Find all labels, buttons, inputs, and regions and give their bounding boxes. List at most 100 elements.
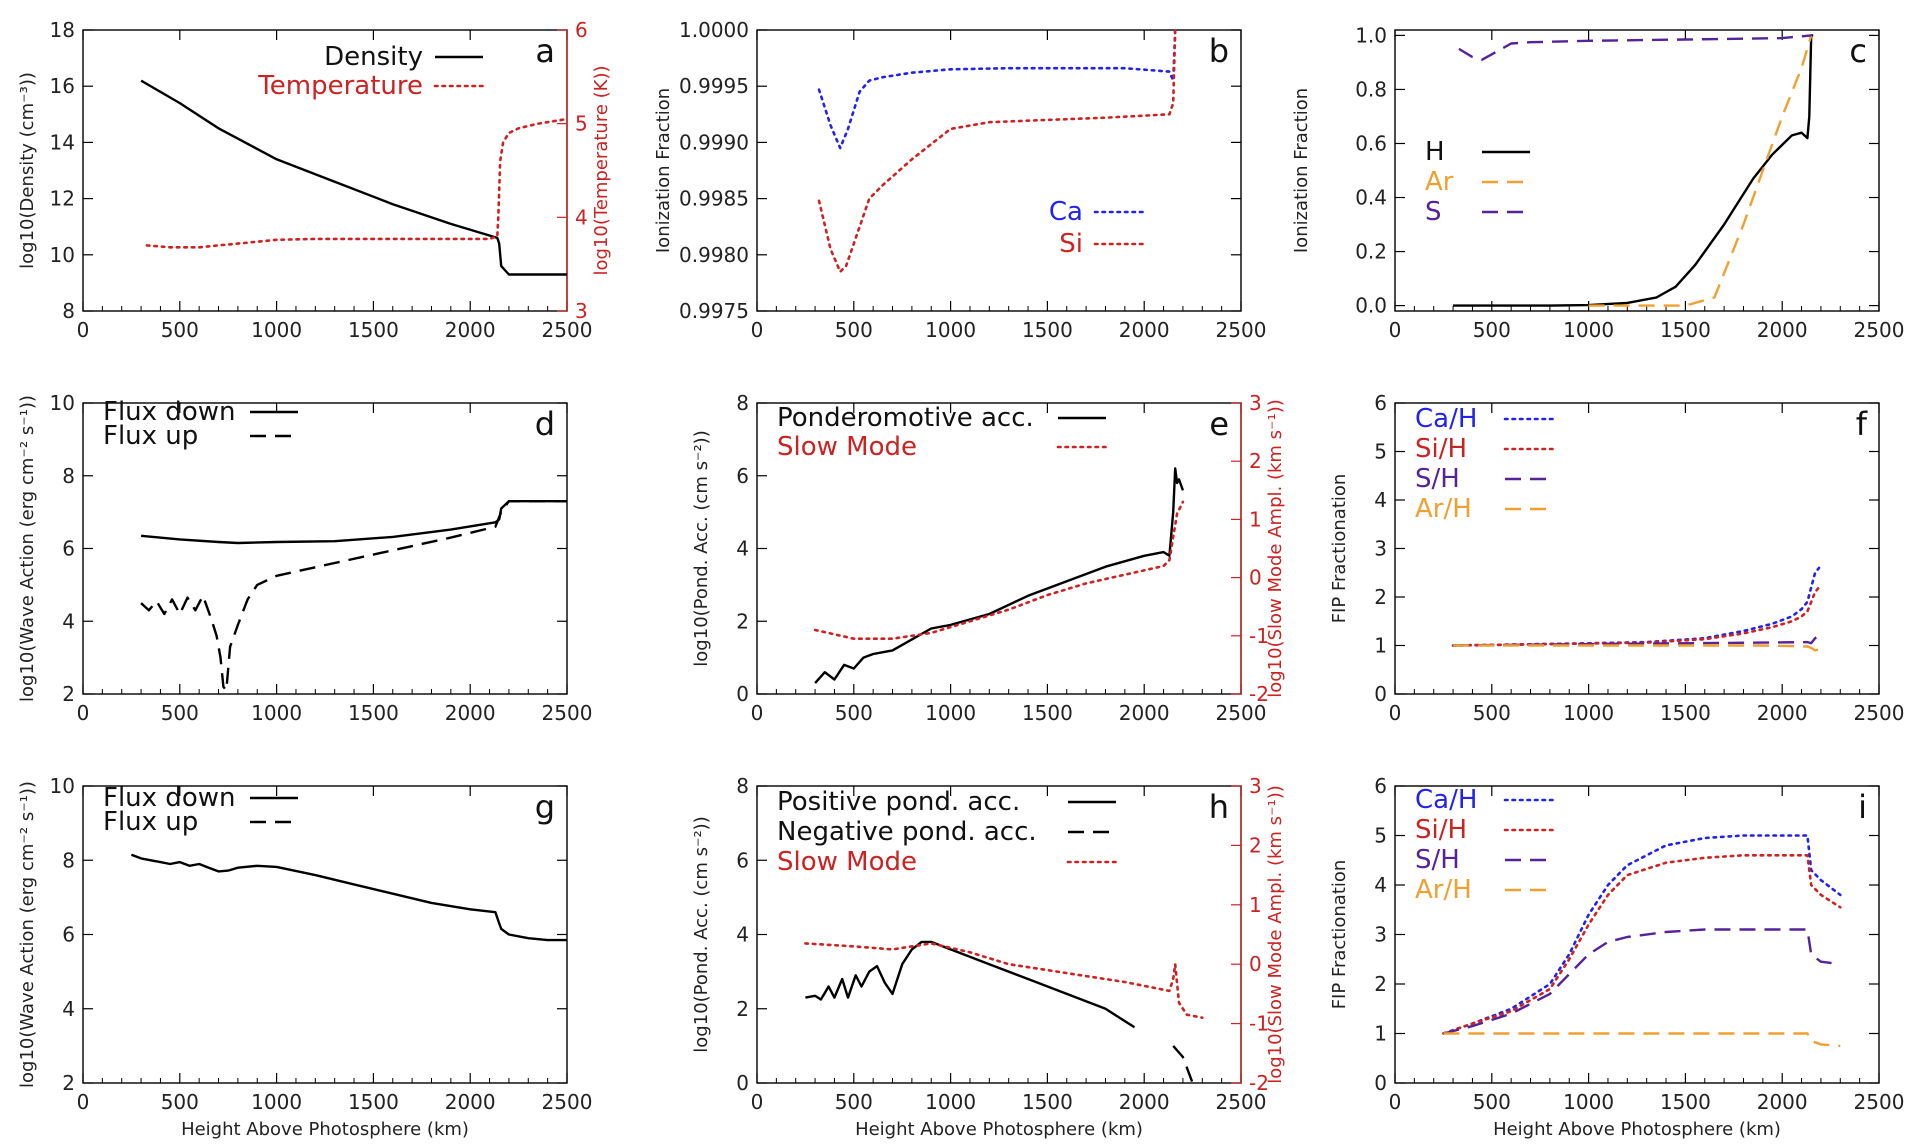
y-tick-label: 10: [50, 391, 75, 415]
y-axis-label: log10(Density (cm⁻³)): [17, 72, 38, 269]
x-tick-label: 1000: [251, 318, 302, 342]
series-line-ar: [1588, 35, 1813, 307]
y-tick-label: 6: [62, 923, 75, 947]
legend-label: Density: [324, 42, 423, 72]
series-line-flux-up: [140, 500, 567, 692]
series-line-temperature: [145, 117, 567, 249]
x-tick-label: 2500: [542, 1090, 593, 1114]
legend-label: Slow Mode: [777, 847, 917, 877]
x-tick-label: 1000: [925, 318, 976, 342]
x-tick-label: 0: [77, 701, 90, 725]
y-right-tick-label: 6: [575, 18, 588, 42]
y-tick-label: 4: [62, 609, 75, 633]
series-line-ar-h: [1453, 644, 1820, 652]
y-tick-label: 0.9980: [679, 243, 749, 267]
legend-label: Flux up: [103, 421, 198, 451]
panel-d: 0 500 1000 1500 2000 2500 2 4 6 8 10 log10(Wave Act…: [17, 391, 592, 725]
y-tick-label: 2: [62, 1071, 75, 1095]
x-tick-label: 1000: [1563, 1090, 1614, 1114]
y-tick-label: 5: [1374, 824, 1387, 848]
y-tick-label: 6: [736, 848, 749, 872]
y-tick-label: 4: [736, 923, 749, 947]
series-line-positive-pond-acc-: [805, 940, 1136, 1029]
y-tick-label: 4: [1374, 488, 1387, 512]
y-tick-label: 8: [62, 464, 75, 488]
y-tick-label: 5: [1374, 440, 1387, 464]
series-line-s-h: [1453, 634, 1820, 647]
panel-g: 0 500 1000 1500 2000 2500 2 4 6 8 10 log10(Wave Act…: [17, 774, 592, 1140]
series-line-ca-h: [1442, 834, 1842, 1035]
x-tick-label: 1000: [925, 701, 976, 725]
panel-b: 0 500 1000 1500 2000 2500 0.9975 0.9980 0.9985 0.…: [653, 18, 1266, 342]
series-line-si-h: [1451, 586, 1821, 647]
y-tick-label: 18: [50, 18, 75, 42]
x-tick-label: 2000: [445, 318, 496, 342]
x-tick-label: 500: [161, 318, 199, 342]
legend-label: Flux down: [103, 397, 235, 427]
legend-label: S: [1425, 197, 1442, 227]
y-right-tick-label: 1: [1249, 507, 1262, 531]
y-tick-label: 12: [50, 187, 75, 211]
x-tick-label: 500: [1473, 1090, 1511, 1114]
x-tick-label: 1000: [925, 1090, 976, 1114]
x-tick-label: 500: [835, 318, 873, 342]
legend-label: Ar/H: [1415, 875, 1472, 905]
series-line-slow-mode: [813, 500, 1185, 640]
y-tick-label: 0.4: [1355, 186, 1387, 210]
y-right-tick-label: 1: [1249, 893, 1262, 917]
legend-label: Ca/H: [1415, 404, 1477, 434]
x-tick-label: 1500: [348, 318, 399, 342]
series-line-flux-down: [140, 500, 567, 545]
y-right-tick-label: 3: [575, 299, 588, 323]
y-tick-label: 0.9990: [679, 130, 749, 154]
legend-label: Flux down: [103, 783, 235, 813]
x-tick-label: 2000: [445, 1090, 496, 1114]
x-tick-label: 2500: [1854, 701, 1905, 725]
y-tick-label: 0: [1374, 682, 1387, 706]
legend-label: Positive pond. acc.: [777, 787, 1020, 817]
legend-label: Ar: [1425, 167, 1454, 197]
y-tick-label: 6: [736, 464, 749, 488]
x-tick-label: 1500: [1022, 701, 1073, 725]
plot-frame: [1394, 29, 1880, 312]
panel-label: h: [1209, 788, 1229, 826]
y-tick-label: 0: [736, 682, 749, 706]
y-tick-label: 16: [50, 74, 75, 98]
y-right-tick-label: 0: [1249, 952, 1262, 976]
x-tick-label: 2500: [1854, 1090, 1905, 1114]
legend-label: Temperature: [257, 71, 423, 101]
series-line-flux-down: [130, 853, 567, 942]
y-tick-label: 6: [62, 537, 75, 561]
plot-frame: [1394, 402, 1880, 695]
legend-label: Si: [1059, 229, 1083, 259]
plot-frame: [756, 29, 1242, 312]
panel-label: c: [1849, 32, 1867, 70]
y-tick-label: 2: [1374, 585, 1387, 609]
y-tick-label: 2: [1374, 972, 1387, 996]
x-tick-label: 2000: [1757, 318, 1808, 342]
y-tick-label: 4: [1374, 873, 1387, 897]
panel-e: 0 500 1000 1500 2000 2500 0 2 4 6 8 -2 -1 0 1 2 3 log10(S…: [691, 391, 1286, 725]
y-axis-label: log10(Wave Action (erg cm⁻² s⁻¹)): [17, 781, 38, 1088]
panel-c: 0 500 1000 1500 2000 2500 0.0 0.2 0.4 0.6 0.8 1.0 Io…: [1291, 23, 1904, 342]
y-tick-label: 0: [1374, 1071, 1387, 1095]
y-tick-label: 8: [62, 299, 75, 323]
y-tick-label: 0.9995: [679, 74, 749, 98]
x-tick-label: 0: [1389, 318, 1402, 342]
y-right-tick-label: -2: [1249, 682, 1269, 706]
x-tick-label: 0: [751, 318, 764, 342]
y-right-tick-label: 3: [1249, 391, 1262, 415]
y-tick-label: 0.2: [1355, 240, 1387, 264]
x-tick-label: 2500: [1854, 318, 1905, 342]
y-tick-label: 1: [1374, 1022, 1387, 1046]
x-tick-label: 1500: [348, 1090, 399, 1114]
x-tick-label: 1000: [251, 1090, 302, 1114]
x-tick-label: 2000: [1757, 701, 1808, 725]
x-tick-label: 500: [1473, 701, 1511, 725]
plot-frame: [1394, 785, 1880, 1084]
legend-label: Ca: [1049, 197, 1083, 227]
x-tick-label: 1000: [251, 701, 302, 725]
y-tick-label: 1: [1374, 634, 1387, 658]
y-tick-label: 3: [1374, 923, 1387, 947]
